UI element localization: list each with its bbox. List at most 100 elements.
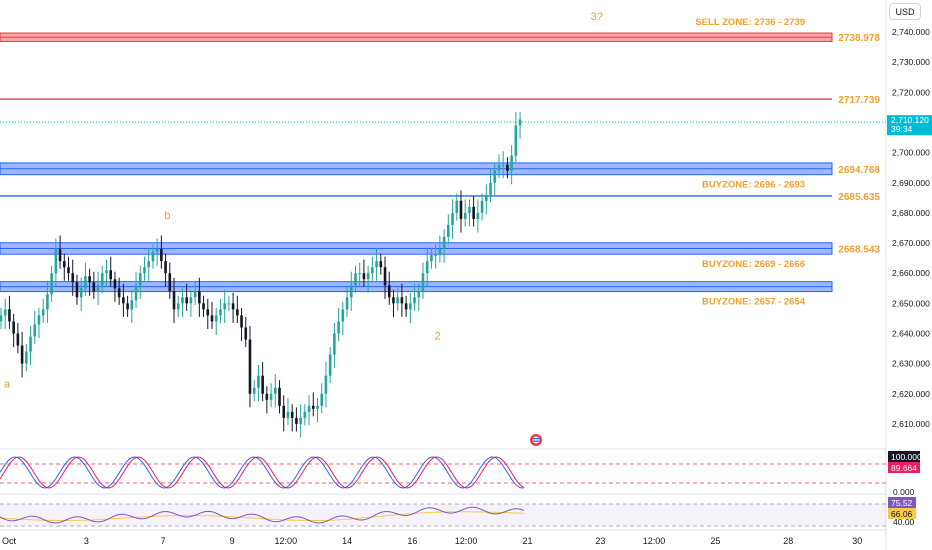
candle-body — [459, 200, 463, 219]
currency-button[interactable]: USD — [889, 3, 921, 20]
labels-layer: SELL ZONE: 2736 - 2739 2738.978 BUYZONE: 2… — [4, 11, 880, 391]
time-tick-label: 12:00 — [643, 536, 666, 546]
rsi-badge — [888, 497, 916, 508]
candle-body — [105, 270, 108, 274]
candle-body — [29, 336, 32, 352]
candle-body — [362, 273, 366, 280]
candle-body — [227, 303, 231, 305]
zone-price-label: 2694.768 — [838, 165, 880, 176]
price-tick-label: 2,740.000 — [892, 27, 930, 37]
candle-body — [354, 273, 357, 286]
candle-body — [358, 273, 361, 275]
time-tick-label: 9 — [230, 536, 235, 546]
stoch-badge-d-value: 89.664 — [891, 463, 917, 473]
price-tick-label: 2,620.000 — [892, 389, 930, 399]
candle-body — [316, 405, 319, 409]
candle-body — [409, 303, 412, 310]
candle-body — [497, 164, 501, 171]
candle-body — [307, 405, 311, 412]
candle-body — [143, 267, 146, 274]
candle-body — [400, 297, 404, 304]
candle-body — [58, 249, 62, 262]
level-price-label: 2685.635 — [838, 192, 880, 203]
price-axis[interactable]: 2,610.000 2,620.000 2,630.000 2,640.000 2,65… — [887, 27, 932, 429]
candle-body — [181, 297, 184, 304]
price-tick-label: 2,670.000 — [892, 238, 930, 248]
candle-body — [476, 212, 480, 219]
price-tick-label: 2,720.000 — [892, 87, 930, 97]
candle-body — [164, 261, 167, 274]
candle-body — [417, 291, 421, 298]
candle-body — [387, 285, 391, 298]
rsi-ma-badge — [888, 508, 916, 519]
zone-price-label: 2668.543 — [838, 245, 880, 256]
time-tick-label: Oct — [2, 536, 17, 546]
candle-body — [349, 285, 353, 298]
candle-body — [282, 405, 286, 418]
candle-body — [447, 224, 450, 238]
stoch-tick-label: 0.000 — [893, 487, 915, 497]
candle-body — [75, 282, 79, 298]
candle-body — [185, 297, 188, 304]
flag-icon[interactable] — [530, 434, 542, 446]
price-tick-label: 2,650.000 — [892, 298, 930, 308]
candle-body — [113, 279, 117, 289]
candle-body — [117, 288, 121, 298]
candle-body — [41, 309, 45, 316]
price-tick-label: 2,640.000 — [892, 328, 930, 338]
candle-body — [324, 375, 328, 394]
candle-body — [421, 273, 425, 292]
wave-annotation: 2 — [434, 331, 440, 343]
candle-body — [219, 309, 222, 316]
candle-body — [202, 303, 205, 310]
wave-annotation: b — [164, 210, 170, 222]
candle-body — [341, 309, 345, 322]
candle-body — [50, 273, 53, 295]
candle-body — [160, 249, 163, 262]
candle-body — [345, 297, 349, 310]
time-tick-label: 3 — [84, 536, 89, 546]
time-tick-label: 21 — [522, 536, 532, 546]
candle-body — [206, 309, 210, 316]
candle-body — [480, 200, 484, 213]
price-tick-label: 2,660.000 — [892, 268, 930, 278]
candle-body — [198, 291, 201, 304]
rsi-ma-line — [0, 511, 524, 521]
candle-body — [33, 324, 37, 337]
candle-body — [79, 288, 83, 298]
price-tick-label: 2,630.000 — [892, 359, 930, 369]
candle-body — [299, 417, 302, 424]
candle-body — [261, 375, 264, 394]
candle-body — [236, 309, 239, 316]
time-axis[interactable]: Oct 3 7 9 12:00 14 16 12:00 21 23 12:00 25 28 30 — [2, 536, 862, 546]
candle-body — [413, 297, 416, 304]
candle-body — [455, 200, 459, 213]
candle-body — [12, 321, 15, 334]
candle-body — [333, 333, 336, 355]
candle-body — [337, 321, 340, 334]
price-tick-label: 2,700.000 — [892, 148, 930, 158]
candle-body — [375, 261, 378, 268]
candle-body — [506, 164, 509, 171]
candle-body — [20, 345, 24, 364]
candle-body — [366, 273, 370, 280]
candle-body — [383, 267, 387, 286]
zone-label: BUYZONE: 2657 - 2654 — [702, 297, 806, 308]
time-tick-label: 30 — [852, 536, 862, 546]
candle-body — [37, 315, 41, 325]
candle-body — [396, 297, 399, 304]
candle-body — [434, 255, 437, 257]
candle-body — [371, 267, 374, 274]
candle-body — [244, 327, 248, 340]
candle-body — [489, 182, 492, 195]
price-tick-label: 2,610.000 — [892, 419, 930, 429]
candle-body — [84, 276, 87, 289]
candle-body — [468, 206, 471, 213]
candle-body — [514, 125, 518, 156]
candle-body — [3, 309, 7, 316]
candle-body — [252, 387, 256, 394]
candle-body — [269, 393, 273, 400]
